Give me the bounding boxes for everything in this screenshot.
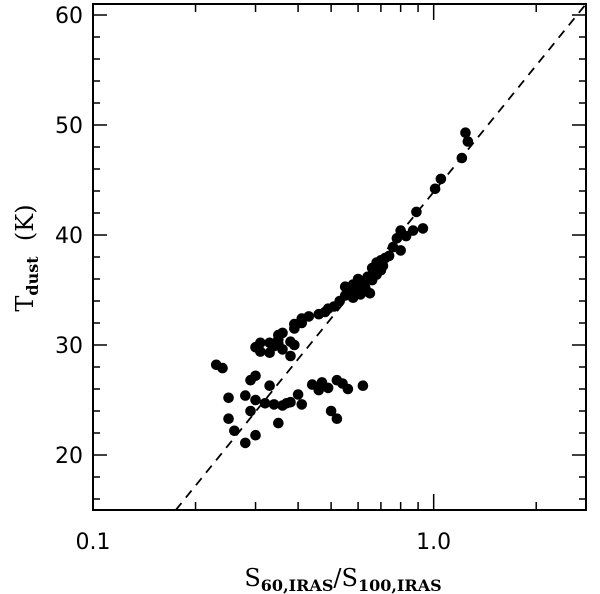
data-point [240, 437, 251, 449]
y-tick-label: 40 [55, 224, 83, 249]
data-point [435, 173, 447, 185]
data-point [264, 347, 275, 359]
x-label-sub2: 100,IRAS [358, 576, 442, 594]
x-label-main1: S [244, 564, 260, 592]
data-point [429, 183, 441, 195]
data-point [255, 346, 266, 357]
plot-frame [92, 3, 587, 511]
data-point [273, 334, 284, 345]
x-axis-label: S60,IRAS/S100,IRAS [244, 564, 441, 594]
data-point [462, 136, 474, 147]
data-point [460, 127, 471, 138]
data-points [210, 127, 474, 449]
x-label-sub1: 60,IRAS [261, 576, 334, 594]
data-point [245, 405, 256, 417]
y-label-sub: dust [23, 256, 42, 296]
data-point [313, 308, 325, 320]
y-label-unit: (K) [11, 204, 39, 256]
y-tick-label: 50 [55, 114, 83, 139]
data-point [342, 383, 354, 395]
data-point [273, 417, 284, 429]
y-axis-label: Tdust (K) [11, 204, 42, 311]
data-point [417, 223, 429, 234]
x-label-main2: S [341, 564, 357, 592]
data-point [313, 384, 325, 396]
axis-ticks [92, 4, 586, 510]
data-point [250, 370, 261, 382]
data-point [322, 382, 334, 394]
x-tick-label: 0.1 [76, 530, 111, 555]
y-label-main: T [11, 296, 39, 312]
data-point [456, 152, 468, 164]
data-point [223, 413, 234, 425]
data-point [395, 245, 406, 256]
data-point [364, 288, 376, 299]
data-point [292, 389, 304, 400]
data-point [281, 398, 292, 409]
x-tick-label: 1.0 [416, 530, 451, 555]
data-point [391, 233, 403, 244]
data-point [366, 274, 378, 286]
data-point [357, 380, 369, 392]
data-point [277, 344, 288, 355]
data-point [223, 392, 234, 404]
y-tick-label: 20 [55, 444, 83, 469]
data-point [264, 380, 275, 392]
data-point [285, 350, 296, 362]
data-point [289, 339, 300, 351]
data-point [229, 425, 240, 437]
tick-labels: 20 30 40 50 60 0.1 1.0 [55, 4, 451, 555]
data-point [331, 413, 343, 425]
data-point [355, 289, 366, 300]
y-tick-label: 30 [55, 334, 83, 359]
data-point [250, 429, 261, 441]
data-point [240, 390, 251, 401]
data-point [250, 394, 261, 406]
data-point [289, 323, 300, 334]
y-tick-label: 60 [55, 4, 83, 29]
data-point [259, 398, 271, 409]
data-point [268, 399, 280, 410]
data-point [296, 399, 308, 410]
data-point [325, 405, 337, 417]
data-point [264, 337, 275, 349]
data-point [411, 206, 422, 218]
x-label-slash: / [333, 564, 342, 592]
data-point [217, 362, 228, 374]
